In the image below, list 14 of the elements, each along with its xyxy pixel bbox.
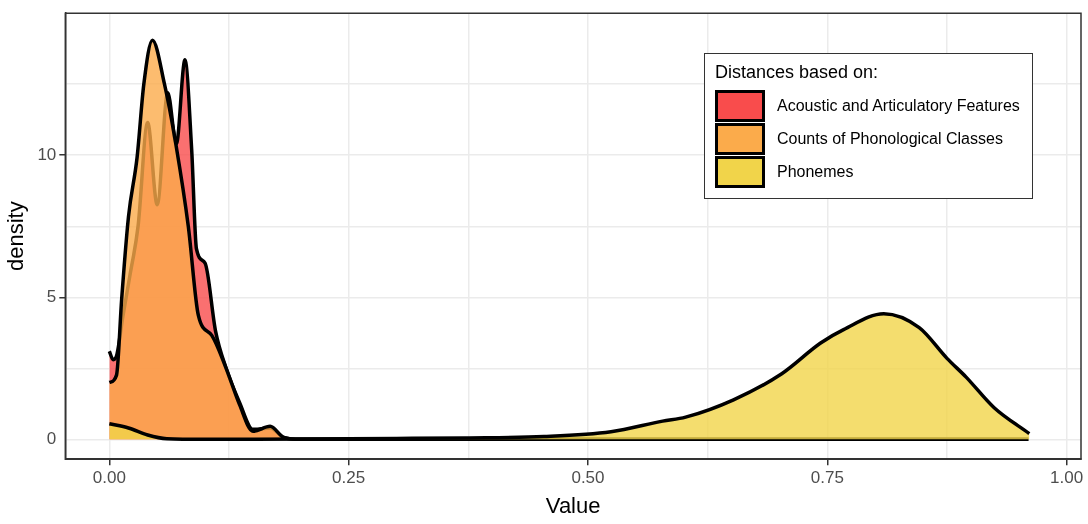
- y-axis-title: density: [3, 201, 29, 272]
- legend-label: Counts of Phonological Classes: [777, 129, 1003, 148]
- x-tick-label: 1.00: [1050, 468, 1084, 488]
- legend-label: Phonemes: [777, 162, 854, 181]
- y-tick-label: 10: [37, 144, 57, 164]
- x-tick-label: 0.00: [92, 468, 126, 488]
- x-axis-title: Value: [545, 492, 601, 518]
- legend-title: Distances based on:: [715, 62, 880, 84]
- y-tick-label: 0: [46, 429, 57, 448]
- y-tick-label: 5: [46, 286, 57, 306]
- x-tick-label: 0.50: [571, 468, 605, 488]
- legend-label: Acoustic and Articulatory Features: [777, 96, 1020, 115]
- x-tick-label: 0.25: [332, 468, 366, 488]
- x-tick-label: 0.75: [810, 468, 844, 488]
